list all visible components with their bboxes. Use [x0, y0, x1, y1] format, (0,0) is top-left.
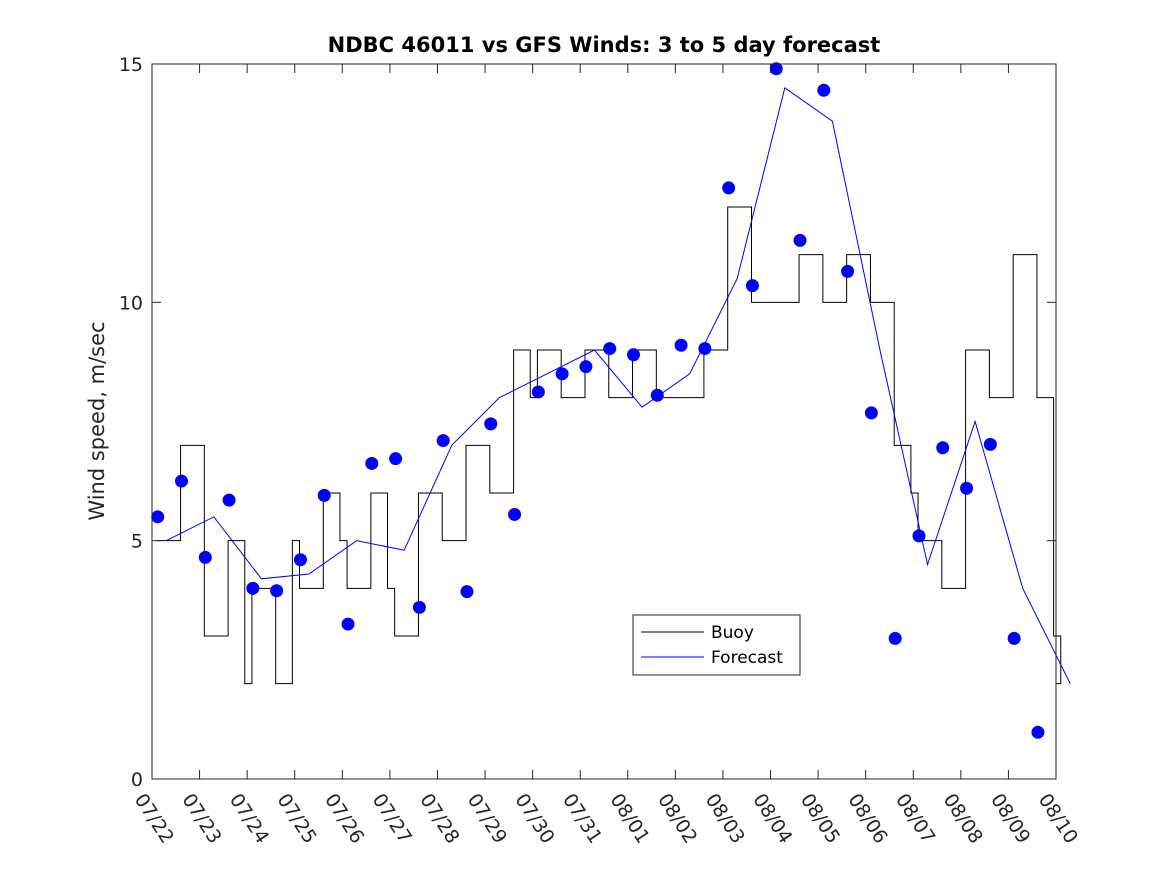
forecast-marker	[793, 233, 807, 247]
forecast-marker	[864, 406, 878, 420]
plot-area	[152, 64, 1056, 779]
y-tick-label: 5	[131, 531, 143, 553]
y-tick-label: 15	[119, 54, 143, 76]
forecast-marker	[174, 474, 188, 488]
forecast-marker	[270, 584, 284, 598]
legend: Buoy Forecast	[632, 614, 801, 676]
forecast-marker	[531, 385, 545, 399]
forecast-marker	[960, 481, 974, 495]
forecast-marker	[1007, 631, 1021, 645]
forecast-marker	[983, 437, 997, 451]
forecast-marker	[460, 585, 474, 599]
forecast-marker	[412, 600, 426, 614]
chart-title: NDBC 46011 vs GFS Winds: 3 to 5 day fore…	[328, 33, 881, 57]
y-axis-label: Wind speed, m/sec	[85, 321, 109, 520]
legend-box	[632, 614, 801, 676]
forecast-series-layer	[166, 87, 1071, 684]
forecast-marker	[769, 62, 783, 76]
forecast-marker	[222, 493, 236, 507]
forecast-marker	[293, 553, 307, 567]
forecast-marker	[579, 360, 593, 374]
forecast-marker	[151, 510, 165, 524]
forecast-marker	[246, 581, 260, 595]
forecast-marker-layer	[151, 62, 1045, 739]
forecast-marker	[365, 456, 379, 470]
forecast-marker	[698, 342, 712, 356]
forecast-marker	[912, 529, 926, 543]
forecast-marker	[508, 507, 522, 521]
forecast-marker	[650, 388, 664, 402]
y-tick-label: 0	[131, 769, 143, 791]
plot-background	[152, 64, 1056, 779]
forecast-marker	[555, 367, 569, 381]
forecast-marker	[436, 434, 450, 448]
forecast-marker	[317, 488, 331, 502]
axes-box	[151, 63, 1057, 780]
forecast-marker	[484, 417, 498, 431]
forecast-marker	[198, 550, 212, 564]
forecast-marker	[936, 441, 950, 455]
forecast-marker	[745, 279, 759, 293]
forecast-marker	[1031, 725, 1045, 739]
forecast-marker	[817, 83, 831, 97]
forecast-marker	[603, 342, 617, 356]
y-tick-label: 10	[119, 292, 143, 314]
forecast-line	[166, 87, 1071, 684]
forecast-marker	[722, 181, 736, 195]
forecast-marker	[341, 617, 355, 631]
forecast-marker	[888, 631, 902, 645]
forecast-marker	[389, 452, 403, 466]
forecast-marker	[674, 338, 688, 352]
forecast-marker	[841, 264, 855, 278]
legend-buoy-label: Buoy	[711, 623, 754, 643]
legend-forecast-label: Forecast	[711, 648, 783, 668]
forecast-marker	[626, 348, 640, 362]
